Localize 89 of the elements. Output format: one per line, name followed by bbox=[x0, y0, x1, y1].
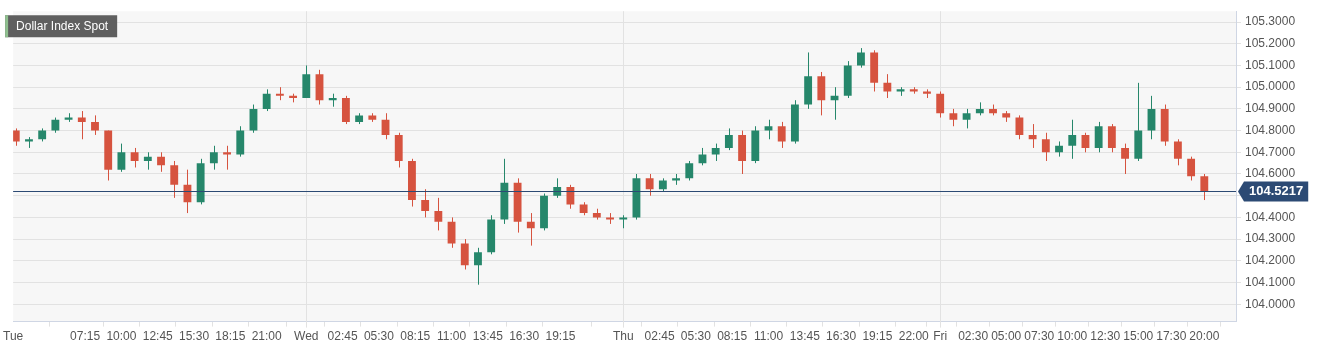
candlestick bbox=[1107, 123, 1116, 153]
x-tick-label: 02:45 bbox=[644, 329, 675, 344]
candlestick bbox=[460, 238, 469, 271]
candlestick bbox=[434, 197, 443, 231]
candlestick bbox=[526, 212, 535, 247]
x-tick-label: Thu bbox=[612, 329, 634, 344]
candlestick bbox=[777, 121, 786, 149]
x-tick-label: Wed bbox=[294, 329, 319, 344]
y-tick-label: 104.1000 bbox=[1245, 274, 1296, 289]
candlestick bbox=[209, 145, 218, 171]
candlestick bbox=[1015, 114, 1024, 140]
candlestick bbox=[236, 125, 245, 158]
x-tick-label: 02:45 bbox=[327, 329, 358, 344]
candlestick bbox=[1121, 143, 1129, 175]
candlestick bbox=[645, 173, 654, 197]
y-tick-label: 105.1000 bbox=[1245, 57, 1296, 72]
x-tick-label: 13:45 bbox=[789, 329, 821, 344]
x-tick-label: 10:00 bbox=[106, 329, 137, 344]
x-tick-label: 17:30 bbox=[1156, 329, 1187, 344]
y-tick-label: 105.0000 bbox=[1245, 79, 1296, 94]
candlestick bbox=[1094, 121, 1103, 153]
candlestick bbox=[1041, 132, 1050, 162]
x-tick-label: Fri bbox=[933, 329, 948, 344]
candlestick bbox=[1200, 173, 1209, 201]
x-tick-label: 05:00 bbox=[991, 329, 1022, 344]
x-tick-label: Tue bbox=[3, 329, 24, 344]
x-tick-label: 19:15 bbox=[545, 329, 576, 344]
y-tick-label: 104.3000 bbox=[1245, 231, 1296, 246]
x-tick-label: 11:00 bbox=[753, 329, 784, 344]
candlestick bbox=[817, 71, 826, 116]
candlestick bbox=[936, 91, 945, 119]
y-tick-label: 104.8000 bbox=[1245, 122, 1296, 137]
candlestick bbox=[1173, 138, 1182, 166]
candlestick bbox=[883, 73, 892, 99]
candlestick bbox=[130, 147, 139, 168]
candlestick bbox=[553, 177, 562, 199]
x-tick-label: 22:00 bbox=[898, 329, 930, 344]
x-tick-label: 21:00 bbox=[251, 329, 283, 344]
x-tick-label: 12:30 bbox=[1090, 329, 1121, 344]
y-tick-label: 104.7000 bbox=[1245, 144, 1296, 159]
y-tick-label: 104.9000 bbox=[1245, 101, 1296, 116]
y-tick-label: 105.2000 bbox=[1245, 36, 1296, 51]
x-tick-label: 15:30 bbox=[179, 329, 210, 344]
x-tick-label: 07:30 bbox=[1024, 329, 1055, 344]
candlestick bbox=[341, 95, 350, 125]
candlestick bbox=[421, 188, 430, 218]
candlestick bbox=[170, 160, 179, 199]
candlestick bbox=[117, 143, 126, 173]
candlestick bbox=[1028, 123, 1037, 149]
x-tick-label: 20:00 bbox=[1189, 329, 1220, 344]
ref-line-label: 104.5217 bbox=[1249, 183, 1304, 199]
x-tick-label: 10:00 bbox=[1057, 329, 1088, 344]
candlestick bbox=[262, 88, 271, 112]
x-tick-label: 05:30 bbox=[363, 329, 395, 344]
y-tick-label: 104.4000 bbox=[1245, 209, 1296, 224]
candlestick bbox=[764, 119, 773, 140]
x-tick-label: 18:15 bbox=[215, 329, 246, 344]
x-tick-label: 08:15 bbox=[717, 329, 748, 344]
candlestick bbox=[962, 108, 971, 129]
y-tick-label: 104.6000 bbox=[1245, 166, 1296, 181]
x-tick-label: 11:00 bbox=[436, 329, 467, 344]
candlestick bbox=[249, 104, 258, 134]
candlestick bbox=[223, 145, 231, 171]
candlestick bbox=[724, 127, 733, 151]
x-tick-label: 13:45 bbox=[472, 329, 504, 344]
candlestick bbox=[157, 151, 165, 173]
candlestick bbox=[1187, 156, 1196, 182]
candlestick bbox=[1068, 119, 1077, 160]
x-tick-label: 07:15 bbox=[70, 329, 101, 344]
candlestick bbox=[857, 47, 865, 69]
x-tick-label: 19:15 bbox=[862, 329, 893, 344]
x-tick-label: 16:30 bbox=[826, 329, 857, 344]
text: Dollar Index Spot bbox=[16, 18, 109, 33]
candlestick bbox=[302, 64, 311, 99]
candlestick bbox=[91, 114, 99, 136]
candlestick bbox=[474, 247, 482, 286]
y-tick-label: 105.3000 bbox=[1245, 14, 1296, 29]
candlestick bbox=[566, 184, 575, 210]
y-tick-label: 104.0000 bbox=[1245, 296, 1296, 311]
x-tick-label: 15:00 bbox=[1123, 329, 1154, 344]
y-tick-label: 104.2000 bbox=[1245, 253, 1296, 268]
x-tick-label: 12:45 bbox=[142, 329, 174, 344]
x-tick-label: 02:30 bbox=[958, 329, 989, 344]
x-tick-label: 08:15 bbox=[400, 329, 431, 344]
candlestick bbox=[1147, 95, 1156, 140]
candlestick bbox=[77, 110, 86, 140]
candlestick bbox=[685, 160, 694, 182]
x-tick-label: 16:30 bbox=[509, 329, 540, 344]
x-tick-label: 05:30 bbox=[680, 329, 712, 344]
